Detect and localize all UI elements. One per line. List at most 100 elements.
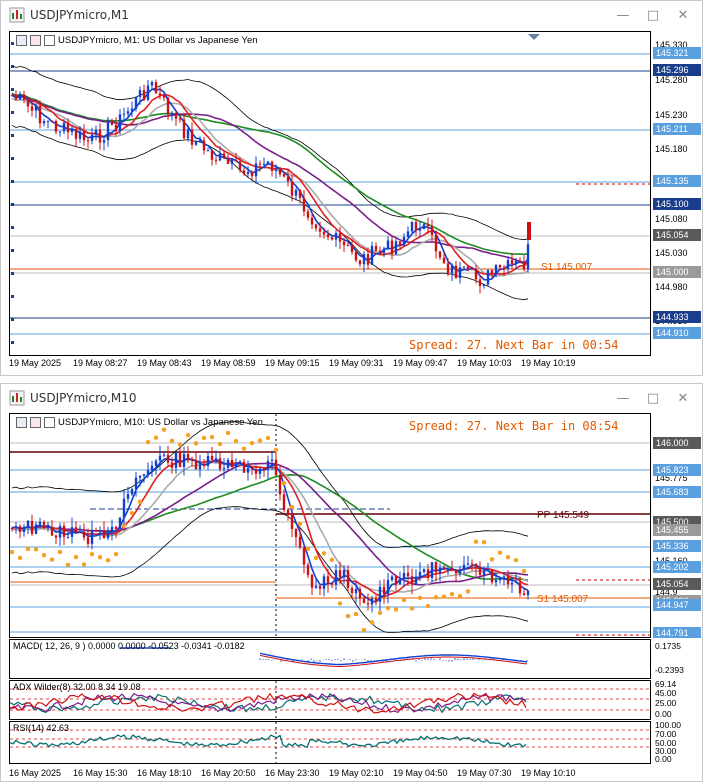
candle-body (30, 106, 34, 111)
candle-body (118, 517, 122, 530)
macd-pane[interactable]: MACD( 12, 26, 9 ) 0.0000 0.0000 -0.0523 … (9, 639, 651, 679)
rsi-scale: 100.00 70.00 50.00 30.00 0.00 (651, 721, 703, 764)
trade-panel-icon[interactable] (44, 35, 55, 46)
price-scale-m1[interactable]: 145.330145.280145.230145.180145.130145.0… (651, 31, 703, 356)
adx-pane[interactable]: ADX Wilder(8) 32.00 8.34 19.08 (9, 680, 651, 720)
candle-body (210, 455, 214, 461)
candle-body (250, 171, 254, 177)
candle-body (518, 260, 522, 262)
price-scale-m10[interactable]: 145.775145.160144.9146.000145.823145.683… (651, 413, 703, 638)
chart-window-m10[interactable]: USDJPYmicro,M10 — □ ✕ USDJPYmicro, M10: … (0, 383, 703, 782)
candle-body (234, 159, 238, 162)
candle-body (138, 90, 142, 97)
candle-body (174, 452, 178, 468)
grid-marker (11, 249, 14, 252)
candle-body (286, 176, 290, 182)
candle-body (10, 95, 14, 97)
price-chart-m10[interactable]: USDJPYmicro, M10: US Dollar vs Japanese … (9, 413, 651, 638)
minimize-icon[interactable]: — (616, 390, 630, 406)
sar-dot (337, 601, 343, 606)
time-tick-label: 19 May 09:15 (265, 358, 320, 368)
candle-body (322, 231, 326, 235)
last-candle (527, 222, 531, 240)
candle-body (174, 112, 178, 119)
candle-body (318, 585, 322, 589)
maximize-icon[interactable]: □ (646, 390, 660, 406)
candle-body (402, 572, 406, 580)
chart-menu-icon[interactable] (16, 35, 27, 46)
candle-body (370, 245, 374, 265)
close-icon[interactable]: ✕ (677, 390, 689, 406)
candle-body (78, 131, 82, 139)
candle-body (510, 582, 514, 585)
price-tick-label: 144.980 (655, 282, 688, 292)
candle-body (74, 129, 78, 139)
rsi-tick: 0.00 (655, 754, 672, 764)
indicator-list-icon[interactable] (30, 417, 41, 428)
price-tick-label: 145.080 (655, 214, 688, 224)
time-tick-label: 19 May 10:19 (521, 358, 576, 368)
candle-body (214, 159, 218, 161)
ma-purple-line (11, 93, 529, 265)
time-tick-label: 16 May 23:30 (265, 768, 320, 778)
candle-body (86, 140, 90, 142)
sar-dot (177, 442, 183, 448)
candle-body (498, 577, 502, 581)
candle-body (482, 570, 486, 575)
candle-body (514, 260, 518, 265)
minimize-icon[interactable]: — (616, 7, 630, 23)
time-axis-m10: 16 May 2025 16 May 15:30 16 May 18:10 16 Ma… (9, 767, 651, 781)
rsi-tick: 50.00 (655, 738, 677, 748)
pp-pivot-label: PP 145.549 (537, 510, 590, 521)
sar-dot (273, 447, 279, 453)
sar-dot (321, 551, 327, 556)
candle-body (38, 521, 42, 525)
spread-countdown: Spread: 27. Next Bar in 08:54 (409, 419, 619, 433)
candle-body (438, 251, 442, 258)
candle-body (170, 462, 174, 468)
chart-window-m1[interactable]: USDJPYmicro,M1 — □ ✕ USDJPYmicro, M1: US… (0, 0, 703, 376)
candle-body (498, 265, 502, 268)
close-icon[interactable]: ✕ (677, 7, 689, 23)
candle-body (518, 582, 522, 594)
window-titlebar[interactable]: USDJPYmicro,M10 — □ ✕ (1, 384, 702, 412)
candle-body (434, 562, 438, 573)
grid-marker (11, 157, 14, 160)
candle-body (494, 580, 498, 583)
sar-dot (25, 546, 31, 552)
macd-scale: 0.1735 -0.2393 (651, 639, 703, 679)
chart-menu-icon[interactable] (16, 417, 27, 428)
window-titlebar[interactable]: USDJPYmicro,M1 — □ ✕ (1, 1, 702, 29)
candle-body (506, 576, 510, 585)
maximize-icon[interactable]: □ (646, 7, 660, 23)
candle-body (442, 567, 446, 570)
price-level-box: 145.823 (653, 464, 701, 476)
grid-marker (11, 88, 14, 91)
indicator-list-icon[interactable] (30, 35, 41, 46)
spread-countdown: Spread: 27. Next Bar in 00:54 (409, 338, 619, 352)
rsi-pane[interactable]: RSI(14) 42.63 (9, 721, 651, 764)
candle-body (390, 240, 394, 255)
sar-dot (193, 441, 199, 446)
candle-body (210, 150, 214, 160)
price-chart-m1[interactable]: USDJPYmicro, M1: US Dollar vs Japanese Y… (9, 31, 651, 356)
candle-body (326, 576, 330, 584)
sar-dot (185, 432, 191, 438)
candle-body (270, 161, 274, 171)
candle-body (390, 576, 394, 581)
candle-body (118, 114, 122, 132)
sar-dot (201, 435, 207, 441)
candle-body (14, 95, 18, 100)
candle-body (198, 464, 202, 470)
ma-red-line (11, 93, 529, 276)
grid-marker (11, 203, 14, 206)
price-level-box: 145.211 (653, 123, 701, 135)
price-level-box: 145.054 (653, 229, 701, 241)
candle-body (206, 150, 210, 152)
candle-body (402, 236, 406, 246)
trade-panel-icon[interactable] (44, 417, 55, 428)
adx-tick: 25.00 (655, 698, 677, 708)
candle-body (486, 270, 490, 285)
candle-body (382, 248, 386, 253)
candle-body (442, 257, 446, 264)
